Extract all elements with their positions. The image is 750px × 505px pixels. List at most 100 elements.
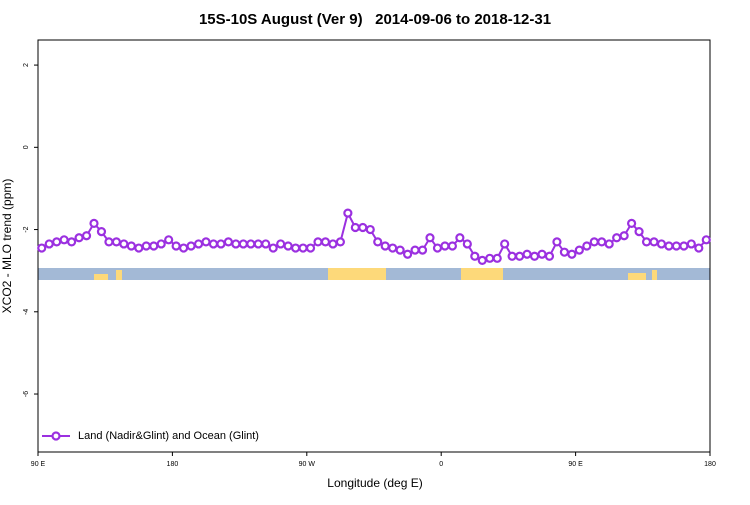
data-point — [89, 218, 99, 228]
data-point — [119, 239, 129, 249]
data-point — [612, 233, 622, 243]
data-point — [507, 251, 517, 261]
data-point — [37, 243, 47, 253]
data-point — [694, 243, 704, 253]
data-point — [343, 208, 353, 218]
data-point — [522, 249, 532, 259]
data-point — [514, 251, 525, 261]
x-tick-label: 180 — [167, 461, 179, 468]
data-point — [656, 239, 667, 249]
land-strip — [628, 273, 646, 280]
y-tick-label: 0 — [23, 145, 30, 149]
data-point — [544, 251, 555, 261]
data-point — [552, 237, 562, 247]
data-point — [179, 243, 189, 253]
data-point — [134, 243, 144, 253]
data-point — [313, 237, 323, 247]
data-point — [455, 233, 465, 243]
data-point — [149, 241, 159, 251]
data-point — [604, 239, 614, 249]
data-point — [305, 243, 316, 253]
data-point — [253, 239, 263, 249]
data-point — [283, 241, 293, 251]
data-point — [59, 235, 69, 245]
data-point — [201, 237, 211, 247]
data-point — [291, 243, 301, 253]
data-point — [462, 239, 472, 249]
data-point — [193, 239, 204, 249]
data-point — [477, 255, 487, 265]
data-point — [417, 245, 428, 255]
y-tick-label: -6 — [23, 391, 30, 397]
legend-label: Land (Nadir&Glint) and Ocean (Glint) — [78, 430, 259, 442]
data-point — [373, 237, 383, 247]
chart-title: 15S-10S August (Ver 9) 2014-09-06 to 201… — [199, 11, 551, 28]
land-strip — [94, 274, 108, 280]
data-point — [634, 227, 644, 237]
legend-marker — [51, 431, 61, 441]
y-tick-label: 2 — [23, 63, 30, 67]
data-point — [111, 237, 122, 247]
data-point — [529, 251, 540, 261]
y-tick-label: -2 — [23, 226, 30, 232]
x-tick-label: 180 — [704, 461, 716, 468]
data-point — [701, 235, 711, 245]
data-point — [246, 239, 256, 249]
data-point — [44, 239, 54, 249]
x-tick-label: 90 E — [31, 461, 46, 468]
data-point — [425, 233, 435, 243]
data-point — [208, 239, 219, 249]
data-point — [81, 231, 92, 241]
x-axis-label: Longitude (deg E) — [327, 476, 422, 490]
y-tick-label: -4 — [23, 309, 30, 315]
data-point — [223, 237, 233, 247]
data-point — [664, 241, 674, 251]
data-point — [649, 237, 659, 247]
data-point — [447, 241, 457, 251]
data-point — [567, 249, 577, 259]
data-point — [537, 249, 547, 259]
data-point — [365, 224, 375, 235]
data-point — [104, 237, 114, 247]
data-point — [141, 241, 151, 251]
data-point — [626, 218, 637, 228]
data-point — [410, 245, 420, 255]
land-strip — [461, 268, 503, 280]
data-point — [66, 237, 77, 247]
data-point — [52, 237, 62, 247]
data-point — [589, 237, 599, 247]
data-point — [358, 222, 368, 233]
x-tick-label: 90 W — [299, 461, 316, 468]
data-point — [298, 243, 308, 253]
land-strip — [328, 268, 386, 280]
y-axis-label: XCO2 - MLO trend (ppm) — [0, 179, 14, 314]
land-strip — [652, 270, 657, 280]
data-point — [470, 251, 480, 261]
data-point — [261, 239, 271, 249]
data-point — [216, 239, 226, 249]
data-point — [432, 243, 443, 253]
data-point — [126, 241, 136, 251]
data-point — [350, 222, 360, 233]
data-point — [395, 245, 405, 255]
data-point — [671, 241, 682, 251]
data-point — [164, 235, 174, 245]
data-point — [171, 241, 181, 251]
data-point — [186, 241, 196, 251]
data-point — [335, 237, 345, 247]
data-point — [559, 247, 570, 257]
data-point — [492, 253, 502, 263]
data-point — [619, 231, 629, 241]
data-point — [597, 237, 607, 247]
series-line — [41, 210, 708, 262]
land-strip — [116, 270, 122, 280]
data-point — [641, 237, 652, 247]
data-point — [231, 239, 241, 249]
data-point — [582, 241, 592, 251]
data-point — [440, 241, 450, 251]
x-tick-label: 90 E — [568, 461, 583, 468]
data-point — [485, 253, 495, 263]
data-point — [96, 227, 107, 237]
data-point — [403, 249, 413, 259]
